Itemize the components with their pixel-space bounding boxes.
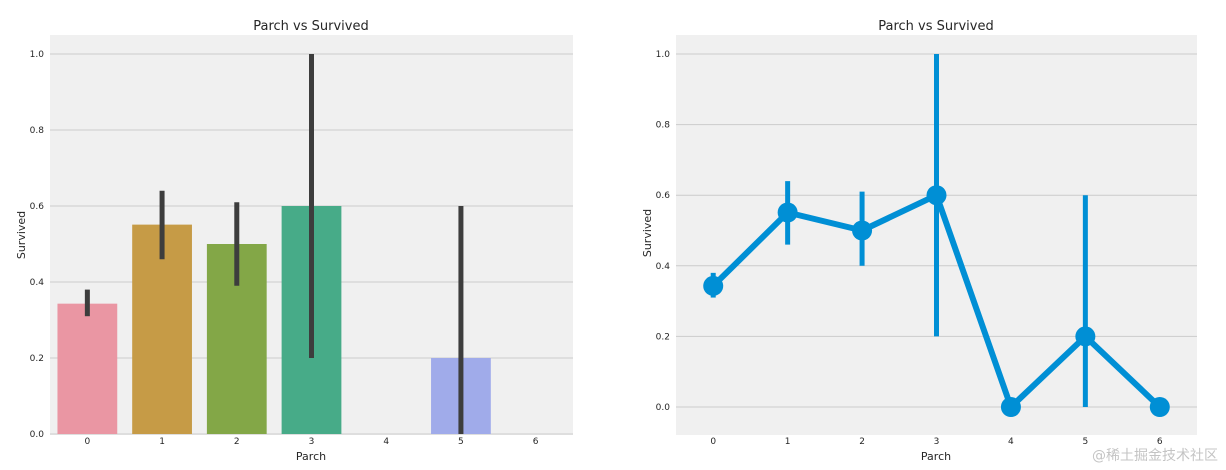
point-x-tick-label: 6 <box>1157 437 1163 447</box>
point-x-ticks: 0 1 2 3 4 5 6 <box>710 437 1163 447</box>
point-x-tick-label: 1 <box>785 437 791 447</box>
bar-x-tick-label: 1 <box>159 437 165 447</box>
point-y-tick-label: 1.0 <box>656 50 671 60</box>
bar-y-tick-label: 1.0 <box>30 50 45 60</box>
point-y-axis-label: Survived <box>641 209 654 257</box>
point-x-tick-label: 4 <box>1008 437 1014 447</box>
bar-y-tick-label: 0.0 <box>30 430 45 440</box>
bar-y-ticks: 0.0 0.2 0.4 0.6 0.8 1.0 <box>30 50 45 440</box>
point-x-tick-label: 0 <box>710 437 716 447</box>
point-markers <box>703 185 1170 417</box>
point-x-tick-label: 3 <box>934 437 940 447</box>
bar-y-tick-label: 0.8 <box>30 126 45 136</box>
point-y-tick-label: 0.8 <box>656 121 671 131</box>
point-y-tick-label: 0.2 <box>656 332 670 342</box>
bar-x-axis-label: Parch <box>296 450 326 463</box>
bar-x-tick-label: 4 <box>383 437 389 447</box>
point-y-tick-label: 0.6 <box>656 191 671 201</box>
bar-chart: 0.0 0.2 0.4 0.6 0.8 1.0 0 1 2 3 4 5 6 Parch vs Surv… <box>15 19 573 463</box>
point-x-tick-label: 2 <box>859 437 865 447</box>
bar <box>132 224 192 434</box>
point-chart: 0.0 0.2 0.4 0.6 0.8 1.0 0 1 2 3 4 5 6 Parch vs Surv… <box>641 19 1197 463</box>
bar-y-tick-label: 0.4 <box>30 278 45 288</box>
point-x-axis-label: Parch <box>921 450 951 463</box>
data-point <box>852 220 873 241</box>
bar-x-tick-label: 6 <box>533 437 539 447</box>
point-y-tick-label: 0.4 <box>656 262 671 272</box>
bar-errorbars <box>84 54 464 434</box>
bar-x-tick-label: 3 <box>309 437 315 447</box>
data-point <box>777 202 798 223</box>
data-point <box>1075 326 1096 347</box>
point-chart-title: Parch vs Survived <box>878 19 993 34</box>
point-y-ticks: 0.0 0.2 0.4 0.6 0.8 1.0 <box>656 50 671 413</box>
data-point <box>926 185 947 206</box>
bar <box>57 303 118 434</box>
point-y-tick-label: 0.0 <box>656 403 671 413</box>
bar-x-tick-label: 5 <box>458 437 464 447</box>
bar-y-tick-label: 0.6 <box>30 202 45 212</box>
data-point <box>1149 397 1170 417</box>
bar-x-tick-label: 0 <box>84 437 90 447</box>
bar-y-tick-label: 0.2 <box>30 354 44 364</box>
bar-y-axis-label: Survived <box>15 211 28 259</box>
bar-x-tick-label: 2 <box>234 437 240 447</box>
bar-chart-title: Parch vs Survived <box>253 19 368 34</box>
data-point <box>703 275 724 296</box>
bar-x-ticks: 0 1 2 3 4 5 6 <box>84 437 538 447</box>
watermark-text: @稀土掘金技术社区 <box>1092 448 1218 464</box>
point-x-tick-label: 5 <box>1082 437 1088 447</box>
data-point <box>1000 397 1021 417</box>
